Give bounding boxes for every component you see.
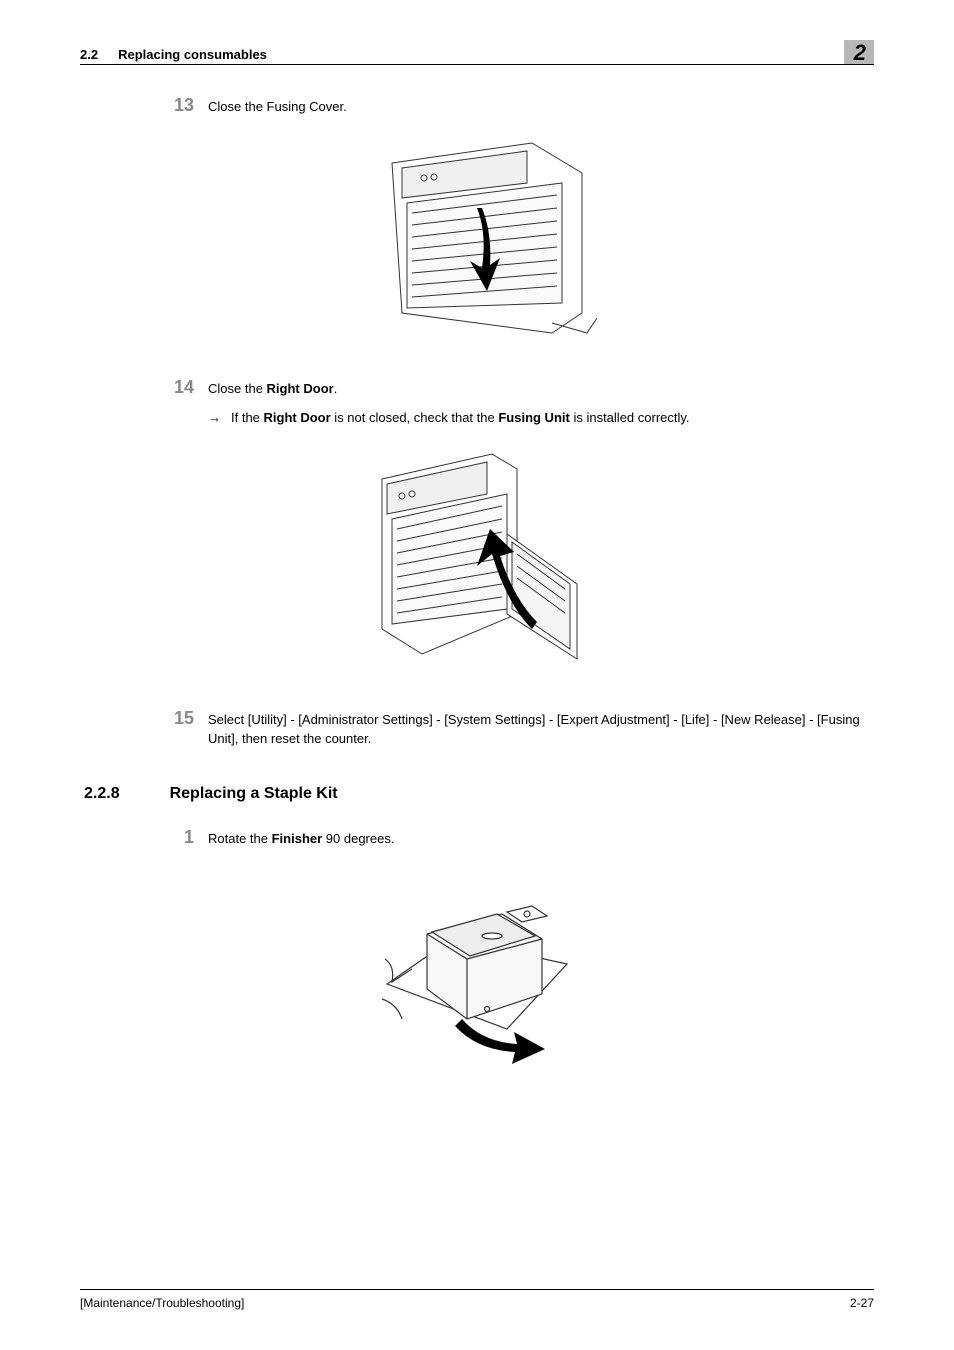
page-header: 2.2 Replacing consumables 2 [80,40,874,65]
section-title: Replacing a Staple Kit [170,785,338,803]
header-left: 2.2 Replacing consumables [80,47,267,62]
step-text: Select [Utility] - [Administrator Settin… [208,710,874,749]
step-number: 1 [170,827,194,848]
text-bold: Fusing Unit [498,410,570,425]
text-part: Close the [208,381,267,396]
step-number: 14 [170,377,194,398]
step-14: 14 Close the Right Door. [170,377,874,399]
text-part: . [334,381,338,396]
text-bold: Right Door [264,410,331,425]
text-bold: Finisher [272,831,323,846]
section-number: 2.2.8 [84,785,120,803]
page-footer: [Maintenance/Troubleshooting] 2-27 [80,1289,874,1310]
chapter-badge: 2 [844,40,874,64]
section-heading-228: 2.2.8 Replacing a Staple Kit [84,785,874,803]
text-part: If the [231,410,264,425]
illustration-fusing-cover [80,133,874,353]
arrow-icon: → [208,410,221,425]
step-228-1: 1 Rotate the Finisher 90 degrees. [170,827,874,849]
step-14-sub: → If the Right Door is not closed, check… [208,408,874,428]
illustration-finisher [80,864,874,1064]
footer-left: [Maintenance/Troubleshooting] [80,1296,244,1310]
step-13: 13 Close the Fusing Cover. [170,95,874,117]
header-section-number: 2.2 [80,47,98,62]
text-part: Rotate the [208,831,272,846]
step-15: 15 Select [Utility] - [Administrator Set… [170,708,874,749]
step-text: Rotate the Finisher 90 degrees. [208,829,394,849]
footer-right: 2-27 [850,1296,874,1310]
step-text: Close the Fusing Cover. [208,97,347,117]
sub-text: If the Right Door is not closed, check t… [231,408,690,428]
text-bold: Right Door [267,381,334,396]
header-section-title: Replacing consumables [118,47,267,62]
step-number: 15 [170,708,194,729]
step-text: Close the Right Door. [208,379,337,399]
text-part: is installed correctly. [570,410,690,425]
illustration-right-door [80,444,874,684]
text-part: 90 degrees. [322,831,394,846]
step-number: 13 [170,95,194,116]
text-part: is not closed, check that the [331,410,499,425]
